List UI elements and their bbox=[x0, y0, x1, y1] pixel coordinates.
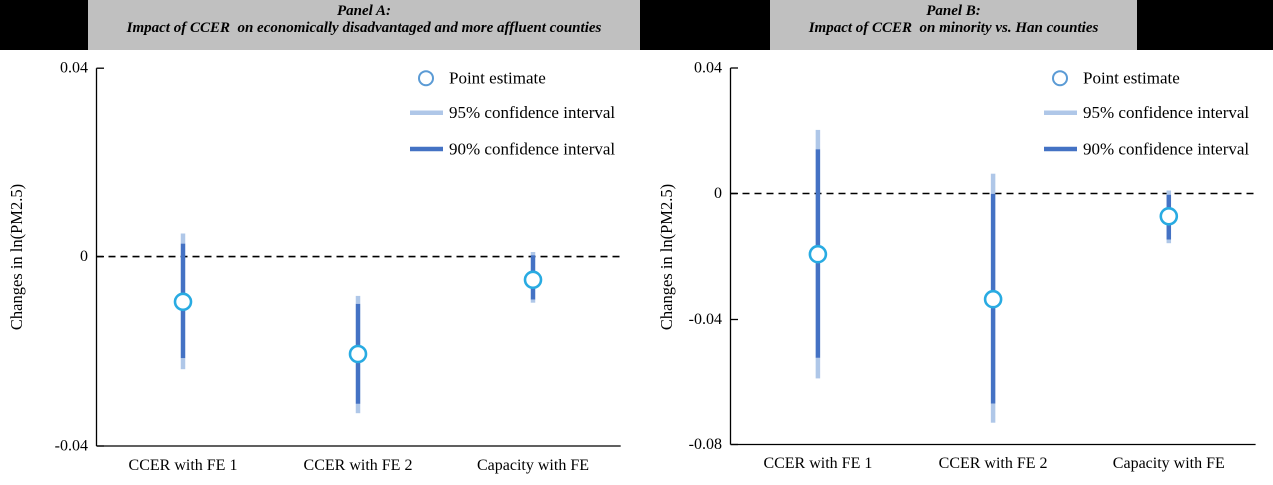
svg-text:-0.04: -0.04 bbox=[689, 311, 722, 328]
svg-text:Capacity with FE: Capacity with FE bbox=[1113, 455, 1225, 472]
svg-text:Point estimate: Point estimate bbox=[1083, 69, 1180, 88]
svg-text:90% confidence interval: 90% confidence interval bbox=[449, 140, 615, 159]
svg-text:Changes in ln(PM2.5): Changes in ln(PM2.5) bbox=[657, 184, 676, 330]
svg-text:Changes in ln(PM2.5): Changes in ln(PM2.5) bbox=[7, 184, 26, 330]
svg-text:Capacity with FE: Capacity with FE bbox=[477, 457, 589, 474]
svg-text:CCER with FE 2: CCER with FE 2 bbox=[939, 455, 1048, 472]
svg-text:0: 0 bbox=[80, 248, 88, 265]
svg-text:-0.08: -0.08 bbox=[689, 436, 722, 453]
svg-text:CCER with FE 2: CCER with FE 2 bbox=[304, 457, 413, 474]
svg-text:95% confidence interval: 95% confidence interval bbox=[1083, 103, 1249, 122]
svg-text:90% confidence interval: 90% confidence interval bbox=[1083, 140, 1249, 159]
svg-text:-0.04: -0.04 bbox=[55, 438, 88, 455]
svg-text:CCER with FE 1: CCER with FE 1 bbox=[763, 455, 872, 472]
svg-text:0.04: 0.04 bbox=[60, 60, 88, 77]
svg-text:0.04: 0.04 bbox=[694, 59, 722, 76]
svg-text:95% confidence interval: 95% confidence interval bbox=[449, 103, 615, 122]
svg-text:0: 0 bbox=[714, 185, 722, 202]
svg-text:Point estimate: Point estimate bbox=[449, 69, 546, 88]
svg-text:CCER with FE 1: CCER with FE 1 bbox=[129, 457, 238, 474]
